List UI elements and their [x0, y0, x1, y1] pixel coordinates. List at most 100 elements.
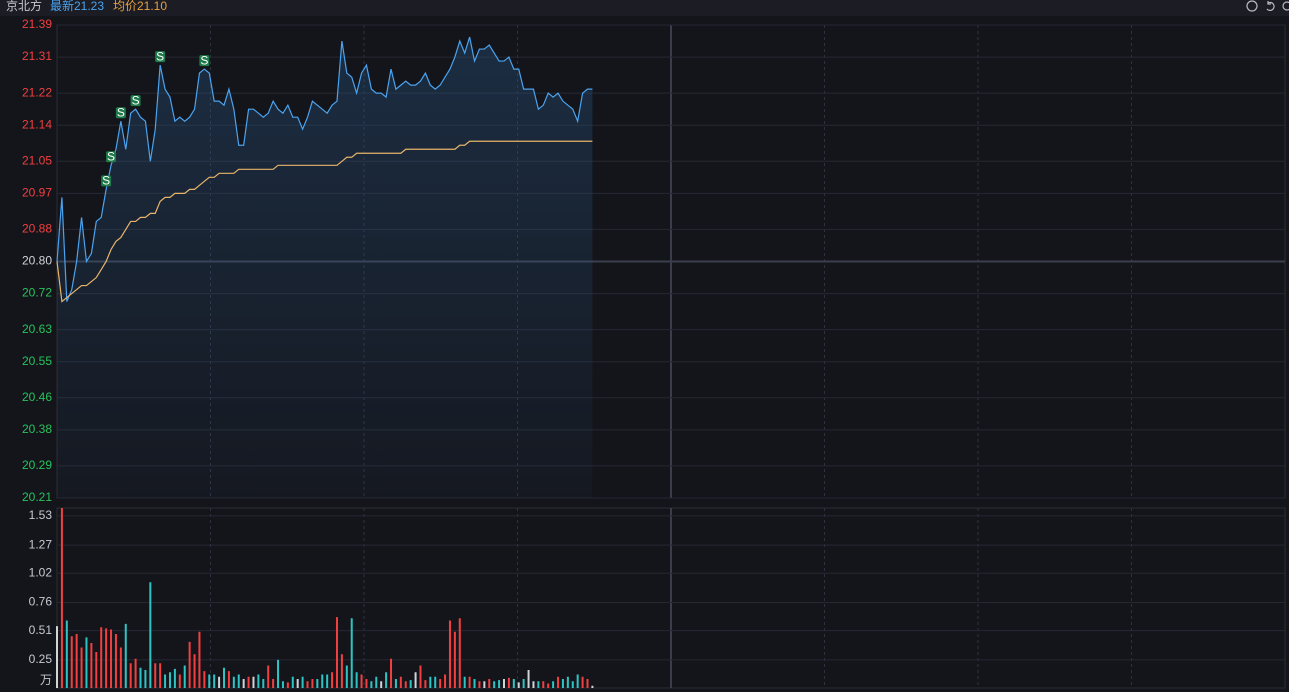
volume-bar — [350, 618, 353, 688]
y-tick-label: 21.05 — [22, 153, 52, 167]
volume-bar — [542, 681, 545, 688]
volume-bar — [257, 674, 260, 688]
volume-bar — [409, 680, 412, 688]
volume-bar — [419, 665, 422, 688]
stock-name: 京北方 — [6, 0, 42, 13]
volume-bar — [286, 682, 289, 688]
volume-bar — [213, 674, 216, 688]
icon-more[interactable] — [1282, 1, 1289, 11]
y-tick-label: 1.27 — [29, 537, 53, 551]
volume-bar — [232, 676, 235, 688]
y-tick-label: 20.21 — [22, 490, 52, 504]
average-price: 均价21.10 — [113, 0, 167, 13]
volume-bar — [532, 681, 535, 688]
volume-bar — [281, 681, 284, 688]
volume-bar — [414, 672, 417, 688]
signal-label: S — [107, 149, 115, 163]
y-tick-label: 20.88 — [22, 222, 52, 236]
volume-bar — [326, 674, 329, 688]
volume-bar — [267, 665, 270, 688]
volume-bar — [463, 676, 466, 688]
volume-bar — [561, 679, 564, 688]
y-tick-label: 0.76 — [29, 595, 53, 609]
volume-bar — [507, 677, 510, 688]
volume-bar — [119, 647, 122, 688]
y-tick-label: 20.55 — [22, 354, 52, 368]
volume-bar — [139, 667, 142, 688]
volume-bar — [394, 679, 397, 688]
volume-bar — [168, 672, 171, 688]
signal-marker — [155, 51, 166, 63]
y-tick-label: 21.14 — [22, 117, 52, 131]
volume-bar — [340, 654, 343, 688]
volume-bar — [498, 680, 501, 688]
y-tick-label: 20.38 — [22, 422, 52, 436]
volume-bar — [453, 631, 456, 688]
volume-bar — [90, 643, 93, 688]
volume-bar — [444, 674, 447, 688]
volume-bar — [65, 620, 68, 688]
y-tick-label: 20.97 — [22, 186, 52, 200]
y-tick-label: 20.46 — [22, 390, 52, 404]
signal-marker — [199, 55, 210, 67]
icon-refresh[interactable] — [1266, 1, 1275, 12]
volume-bar — [105, 628, 108, 688]
volume-bar — [198, 631, 201, 688]
volume-bar — [365, 679, 368, 688]
volume-bar — [547, 683, 550, 688]
volume-bar — [178, 674, 181, 688]
price-line — [56, 36, 593, 302]
volume-bar — [345, 665, 348, 688]
volume-bar — [390, 658, 393, 688]
volume-bar — [360, 674, 363, 688]
volume-bar — [468, 676, 471, 688]
volume-bar — [306, 681, 309, 688]
y-tick-label: 21.39 — [22, 17, 52, 31]
signal-label: S — [132, 93, 140, 107]
volume-bar — [591, 685, 594, 688]
volume-bar — [110, 629, 113, 688]
volume-bar — [399, 676, 402, 688]
volume-bar — [355, 672, 358, 688]
volume-bar — [227, 671, 230, 688]
volume-bar — [448, 620, 451, 688]
volume-bar — [247, 676, 250, 688]
volume-bar — [301, 676, 304, 688]
volume-bar — [331, 672, 334, 688]
volume-bar — [385, 672, 388, 688]
y-tick-label: 1.02 — [29, 565, 53, 579]
volume-bar — [75, 634, 78, 688]
icon-info[interactable] — [1246, 0, 1258, 12]
volume-bar — [537, 681, 540, 688]
volume-bar — [277, 659, 280, 688]
volume-bar — [586, 679, 589, 688]
volume-bar — [164, 674, 167, 688]
volume-bar — [483, 681, 486, 688]
volume-bar — [208, 674, 211, 688]
volume-bar — [159, 663, 162, 688]
volume-bar — [218, 676, 221, 688]
volume-bar — [252, 676, 255, 688]
volume-bar — [424, 680, 427, 688]
volume-bar — [473, 679, 476, 688]
volume-bar — [242, 679, 245, 688]
volume-bar — [522, 679, 525, 688]
volume-bar — [488, 679, 491, 688]
signal-marker — [130, 95, 141, 107]
volume-bar — [571, 681, 574, 688]
volume-bar — [173, 668, 176, 688]
volume-bar — [262, 679, 265, 688]
volume-bar — [375, 676, 378, 688]
header-bar — [0, 0, 1289, 16]
y-tick-label: 21.22 — [22, 85, 52, 99]
volume-bar — [434, 676, 437, 688]
y-tick-label: 21.31 — [22, 49, 52, 63]
signal-marker — [101, 175, 112, 187]
volume-bar — [404, 681, 407, 688]
volume-bar — [95, 652, 98, 688]
volume-bar — [56, 626, 58, 688]
y-tick-label: 1.53 — [29, 508, 53, 522]
volume-bar — [183, 665, 186, 688]
volume-bar — [85, 637, 88, 688]
